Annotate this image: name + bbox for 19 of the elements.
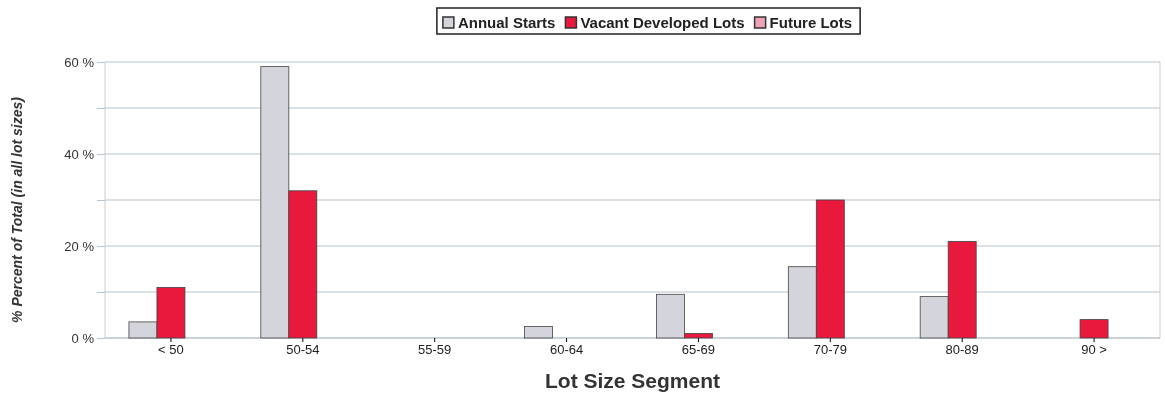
x-tick-label: 65-69 <box>681 342 716 358</box>
legend-label: Future Lots <box>769 14 853 31</box>
x-tick-label: 70-79 <box>813 342 847 358</box>
x-tick-label: 60-64 <box>549 342 584 358</box>
x-tick-label: 55-59 <box>418 342 452 358</box>
y-tick-label: 40 % <box>64 146 95 162</box>
x-tick-label: 80-89 <box>945 342 979 358</box>
x-tick-label: < 50 <box>158 342 184 358</box>
y-axis-title: % Percent of Total (in all lot sizes) <box>9 96 25 323</box>
x-axis-title: Lot Size Segment <box>544 369 721 392</box>
bar <box>1079 319 1109 339</box>
y-tick-label: 20 % <box>64 238 95 254</box>
legend-label: Vacant Developed Lots <box>580 14 745 31</box>
x-tick-label: 90 > <box>1081 342 1107 358</box>
x-tick-label: 50-54 <box>286 342 320 358</box>
bar <box>524 326 553 339</box>
y-tick-label: 60 % <box>64 54 95 70</box>
y-tick-label: 0 % <box>71 330 95 346</box>
legend-label: Annual Starts <box>457 14 556 31</box>
